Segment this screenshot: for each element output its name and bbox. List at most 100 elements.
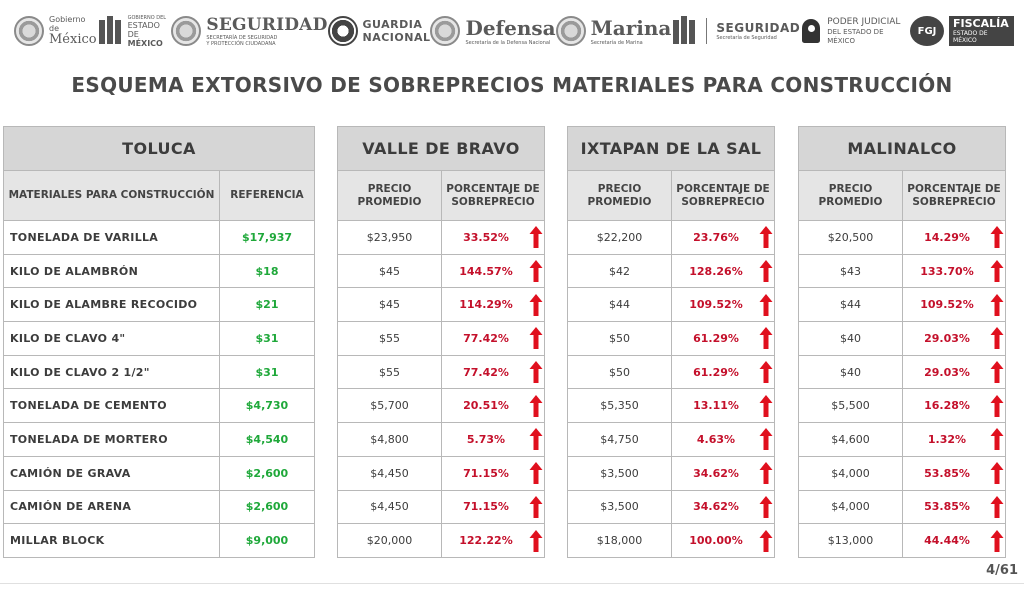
table-city-header: TOLUCA	[3, 126, 315, 171]
column-header-price: PRECIO PROMEDIO	[337, 170, 442, 221]
material-name: MILLAR BLOCK	[3, 523, 220, 558]
overprice-percentage-cell: 100.00%	[671, 523, 775, 558]
up-arrow-icon	[990, 462, 1004, 485]
reference-price: $2,600	[219, 489, 315, 525]
logo-edomex: GOBIERNO DEL ESTADO DE MÉXICO	[97, 15, 172, 48]
average-price: $5,350	[567, 388, 672, 424]
footer-divider	[0, 583, 1024, 584]
overprice-percentage-cell: 29.03%	[902, 321, 1006, 356]
average-price: $40	[798, 354, 903, 390]
toluca-table: TOLUCA MATERIALES PARA CONSTRUCCIÓN REFE…	[3, 126, 315, 558]
reference-price: $17,937	[219, 220, 315, 255]
reference-price: $31	[219, 321, 315, 356]
up-arrow-icon	[759, 361, 773, 384]
table-row: $4,000 53.85%	[798, 489, 1006, 525]
overprice-percentage-cell: 133.70%	[902, 253, 1006, 289]
logo-poder-judicial: PODER JUDICIAL DEL ESTADO DE MÉXICO	[800, 17, 910, 46]
up-arrow-icon	[759, 327, 773, 350]
table-row: $40 29.03%	[798, 354, 1006, 390]
logo-text: FISCALÍA	[953, 17, 1009, 30]
up-arrow-icon	[990, 361, 1004, 384]
table-city-header: IXTAPAN DE LA SAL	[567, 126, 775, 171]
average-price: $22,200	[567, 220, 672, 255]
reference-price: $21	[219, 287, 315, 323]
overprice-percentage-cell: 61.29%	[671, 321, 775, 356]
overprice-percentage-cell: 34.62%	[671, 455, 775, 491]
logo-text: DEL ESTADO DE MÉXICO	[827, 27, 884, 45]
overprice-percentage: 53.85%	[924, 466, 970, 480]
up-arrow-icon	[529, 361, 543, 384]
table-row: $5,500 16.28%	[798, 388, 1006, 424]
table-row: $55 77.42%	[337, 321, 545, 356]
table-row: TONELADA DE VARILLA $17,937	[3, 220, 315, 255]
table-row: $5,700 20.51%	[337, 388, 545, 424]
table-row: $4,450 71.15%	[337, 455, 545, 491]
up-arrow-icon	[759, 529, 773, 552]
material-name: TONELADA DE MORTERO	[3, 422, 220, 457]
overprice-percentage: 122.22%	[459, 534, 513, 548]
edomex-emblem-icon	[671, 16, 697, 46]
average-price: $4,450	[337, 489, 442, 525]
average-price: $4,000	[798, 489, 903, 525]
logo-text: GUARDIA	[362, 18, 423, 31]
up-arrow-icon	[529, 428, 543, 451]
overprice-percentage: 109.52%	[920, 298, 974, 312]
overprice-percentage: 29.03%	[924, 365, 970, 379]
material-name: KILO DE ALAMBRE RECOCIDO	[3, 287, 220, 323]
average-price: $4,600	[798, 422, 903, 457]
overprice-percentage: 4.63%	[696, 432, 736, 446]
table-row: $23,950 33.52%	[337, 220, 545, 255]
overprice-percentage: 20.51%	[463, 399, 509, 413]
overprice-percentage-cell: 23.76%	[671, 220, 775, 255]
overprice-percentage: 71.15%	[463, 500, 509, 514]
overprice-percentage: 16.28%	[924, 399, 970, 413]
overprice-percentage-cell: 4.63%	[671, 422, 775, 457]
fgj-badge-icon: FGJ	[910, 16, 945, 46]
logo-text: NACIONAL	[362, 31, 431, 44]
average-price: $4,450	[337, 455, 442, 491]
average-price: $45	[337, 253, 442, 289]
average-price: $23,950	[337, 220, 442, 255]
average-price: $45	[337, 287, 442, 323]
overprice-percentage-cell: 71.15%	[441, 455, 545, 491]
header-logos: Gobierno de México GOBIERNO DEL ESTADO D…	[14, 10, 1014, 52]
table-row: $3,500 34.62%	[567, 455, 775, 491]
up-arrow-icon	[990, 327, 1004, 350]
up-arrow-icon	[529, 226, 543, 249]
logo-seguridad: SEGURIDAD SECRETARÍA DE SEGURIDAD Y PROT…	[171, 15, 327, 47]
region-table: MALINALCO PRECIO PROMEDIO PORCENTAJE DE …	[798, 126, 1006, 558]
up-arrow-icon	[529, 327, 543, 350]
overprice-percentage: 29.03%	[924, 331, 970, 345]
table-row: KILO DE CLAVO 2 1/2" $31	[3, 354, 315, 390]
table-row: KILO DE CLAVO 4" $31	[3, 321, 315, 356]
average-price: $4,800	[337, 422, 442, 457]
average-price: $5,500	[798, 388, 903, 424]
table-city-header: MALINALCO	[798, 126, 1006, 171]
up-arrow-icon	[990, 260, 1004, 283]
region-table: VALLE DE BRAVO PRECIO PROMEDIO PORCENTAJ…	[337, 126, 545, 558]
logo-text: GOBIERNO DEL	[127, 14, 167, 21]
column-header-material: MATERIALES PARA CONSTRUCCIÓN	[3, 170, 220, 221]
material-name: KILO DE CLAVO 4"	[3, 321, 220, 356]
logo-text: Secretaría de Seguridad	[716, 34, 777, 41]
table-row: $4,450 71.15%	[337, 489, 545, 525]
logo-text: Gobierno de	[49, 15, 86, 33]
table-row: CAMIÓN DE GRAVA $2,600	[3, 455, 315, 491]
overprice-percentage-cell: 53.85%	[902, 455, 1006, 491]
up-arrow-icon	[990, 293, 1004, 316]
table-row: $13,000 44.44%	[798, 523, 1006, 558]
average-price: $42	[567, 253, 672, 289]
overprice-percentage-cell: 14.29%	[902, 220, 1006, 255]
logo-defensa: Defensa Secretaría de la Defensa Naciona…	[430, 16, 556, 46]
up-arrow-icon	[759, 394, 773, 417]
table-row: $18,000 100.00%	[567, 523, 775, 558]
logo-text: Secretaría de la Defensa Nacional	[465, 40, 551, 46]
up-arrow-icon	[990, 428, 1004, 451]
table-row: $5,350 13.11%	[567, 388, 775, 424]
table-row: $45 114.29%	[337, 287, 545, 323]
overprice-percentage: 33.52%	[463, 230, 509, 244]
average-price: $18,000	[567, 523, 672, 558]
average-price: $44	[567, 287, 672, 323]
up-arrow-icon	[759, 226, 773, 249]
overprice-percentage-cell: 20.51%	[441, 388, 545, 424]
